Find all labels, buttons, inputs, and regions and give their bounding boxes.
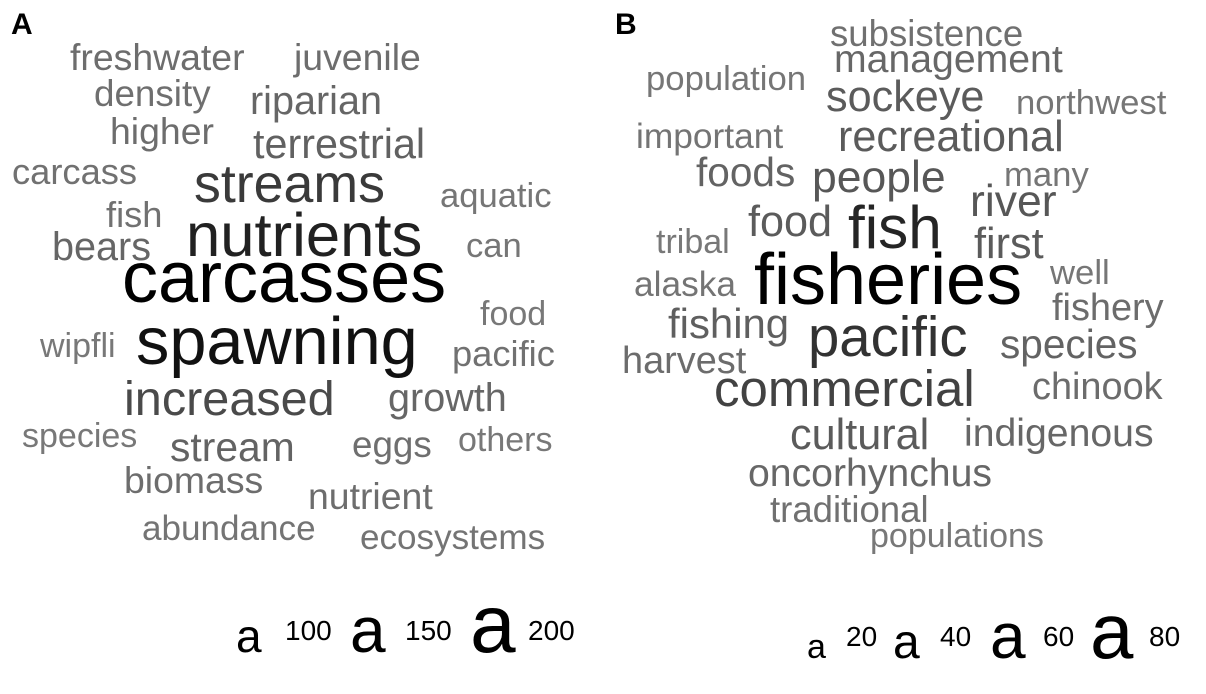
word-others: others xyxy=(458,421,553,459)
legend-glyph-20: a xyxy=(807,628,826,666)
panel-label-b: B xyxy=(615,8,637,41)
legend-value-80: 80 xyxy=(1149,621,1180,652)
word-pacific: pacific xyxy=(808,305,968,368)
legend-glyph-200: a xyxy=(470,579,516,670)
word-bears: bears xyxy=(52,225,151,269)
word-density: density xyxy=(94,73,211,114)
legend-glyph-60: a xyxy=(990,600,1026,672)
word-indigenous: indigenous xyxy=(964,412,1154,455)
word-carcasses: carcasses xyxy=(122,238,446,318)
panel-a: A carcasses spawning nutrients streams incre… xyxy=(11,8,575,671)
word-terrestrial: terrestrial xyxy=(253,121,425,167)
word-juvenile: juvenile xyxy=(293,36,421,78)
word-species: species xyxy=(1000,321,1138,367)
word-streams: streams xyxy=(194,154,385,214)
word-northwest: northwest xyxy=(1016,84,1167,122)
word-recreational: recreational xyxy=(838,113,1064,161)
word-fishery: fishery xyxy=(1052,287,1164,329)
word-tribal: tribal xyxy=(656,223,730,261)
legend-value-150: 150 xyxy=(405,615,452,646)
word-sockeye: sockeye xyxy=(826,73,984,121)
word-nutrients: nutrients xyxy=(186,201,422,270)
word-fisheries: fisheries xyxy=(754,240,1022,320)
word-subsistence: subsistence xyxy=(830,13,1023,54)
word-aquatic: aquatic xyxy=(440,177,552,215)
legend-glyph-40: a xyxy=(893,616,920,669)
word-harvest: harvest xyxy=(622,340,747,382)
legend-glyph-80: a xyxy=(1090,587,1134,675)
word-wipfli: wipfli xyxy=(39,327,116,365)
panel-b: B fisheries fish pacific commercial river rec… xyxy=(603,0,1206,694)
legend-value-40: 40 xyxy=(940,621,971,652)
word-nutrient: nutrient xyxy=(308,475,433,517)
panel-label-a: A xyxy=(11,8,33,41)
word-alaska: alaska xyxy=(634,265,736,304)
word-biomass: biomass xyxy=(124,459,263,501)
word-riparian: riparian xyxy=(250,79,382,123)
word-fish: fish xyxy=(848,194,942,261)
word-many: many xyxy=(1004,156,1089,194)
word-ecosystems: ecosystems xyxy=(360,518,545,557)
word-stream: stream xyxy=(170,424,295,470)
legend-value-100: 100 xyxy=(285,615,332,646)
word-carcass: carcass xyxy=(12,151,137,192)
word-freshwater: freshwater xyxy=(70,36,245,78)
word-people: people xyxy=(812,153,946,202)
word-species: species xyxy=(22,417,137,455)
legend-value-60: 60 xyxy=(1043,621,1074,652)
word-can: can xyxy=(466,227,522,265)
legend-glyph-100: a xyxy=(236,610,262,662)
word-spawning: spawning xyxy=(136,305,418,379)
word-oncorhynchus: oncorhynchus xyxy=(748,452,992,495)
word-chinook: chinook xyxy=(1032,366,1163,408)
word-commercial: commercial xyxy=(714,360,975,417)
word-population: population xyxy=(646,60,806,98)
word-river: river xyxy=(970,177,1057,226)
word-food: food xyxy=(748,198,832,246)
legend-value-20: 20 xyxy=(846,621,877,652)
word-increased: increased xyxy=(124,372,335,426)
word-pacific: pacific xyxy=(452,333,555,374)
word-fishing: fishing xyxy=(668,300,789,347)
word-foods: foods xyxy=(696,149,795,195)
word-eggs: eggs xyxy=(352,424,432,465)
legend-glyph-150: a xyxy=(350,594,386,666)
word-first: first xyxy=(974,220,1044,268)
word-important: important xyxy=(636,117,783,156)
word-traditional: traditional xyxy=(770,489,929,530)
word-populations: populations xyxy=(870,517,1044,555)
word-food: food xyxy=(480,295,546,333)
word-abundance: abundance xyxy=(142,509,316,548)
word-management: management xyxy=(834,38,1063,81)
word-cultural: cultural xyxy=(790,411,929,459)
word-higher: higher xyxy=(110,110,214,152)
legend-value-200: 200 xyxy=(528,615,575,646)
word-fish: fish xyxy=(106,194,162,235)
word-growth: growth xyxy=(388,376,507,420)
word-well: well xyxy=(1049,254,1110,292)
